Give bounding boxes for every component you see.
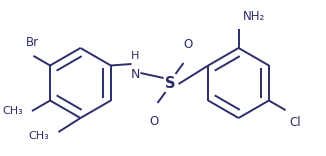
Text: N: N — [131, 68, 140, 81]
Text: O: O — [149, 115, 158, 128]
Text: H: H — [131, 51, 140, 61]
Text: Br: Br — [26, 36, 39, 49]
Text: O: O — [183, 38, 192, 51]
Text: CH₃: CH₃ — [29, 131, 50, 141]
Text: NH₂: NH₂ — [243, 10, 265, 23]
Text: Cl: Cl — [289, 116, 301, 129]
Text: S: S — [165, 76, 176, 90]
Text: CH₃: CH₃ — [2, 106, 23, 116]
